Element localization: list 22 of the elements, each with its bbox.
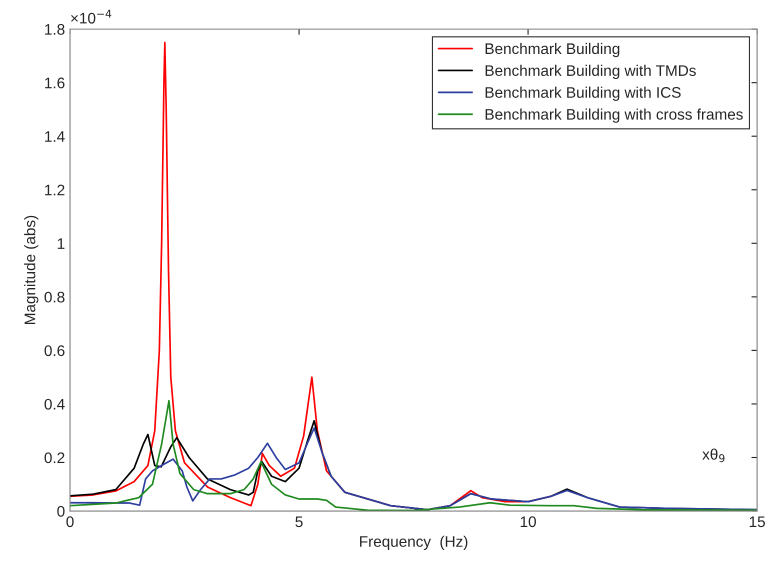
x-tick-label: 5	[295, 516, 303, 528]
y-tick-label: 0.6	[44, 345, 64, 356]
legend-label: Benchmark Building with ICS	[486, 86, 681, 101]
y-tick-label: 0.4	[44, 398, 65, 410]
text: ×10$^{−4}$	[71, 10, 112, 24]
legend-label: Benchmark Building with cross frames	[486, 108, 743, 123]
y-tick-label: 1.8	[45, 24, 64, 35]
x-axis-title: Frequency (Hz)	[360, 536, 468, 550]
x-tick-label: 10	[520, 516, 536, 528]
y-tick-label: 1.6	[45, 78, 64, 88]
legend-label: Benchmark Building	[486, 42, 620, 58]
y-tick-label: 0.2	[44, 452, 64, 464]
x-tick-label: 15	[750, 516, 765, 528]
y-tick-label: 1.4	[45, 131, 65, 142]
y-tick-label: 1.2	[45, 184, 64, 196]
legend-label: Benchmark Building with TMDs	[486, 64, 696, 79]
y-axis-title: Magnitude (abs)	[24, 216, 38, 324]
y-tick-label: 1	[58, 238, 64, 249]
annotation: xθ$_{9}$	[702, 448, 724, 462]
x-tick-label: 0	[66, 516, 74, 528]
y-tick-label: 0	[57, 506, 65, 517]
y-tick-label: 0.8	[44, 292, 64, 303]
